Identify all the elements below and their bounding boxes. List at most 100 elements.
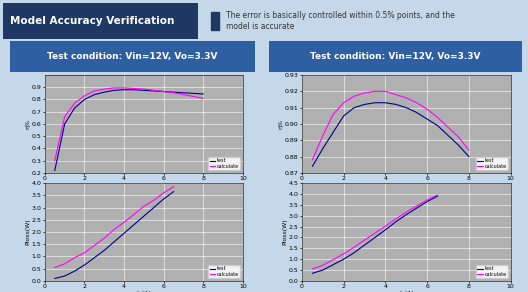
Legend: test, calculate: test, calculate bbox=[208, 265, 240, 279]
test bbox=[361, 103, 367, 106]
calculate bbox=[91, 244, 98, 247]
Text: Test condition: Vin=12V, Vo=3.3V: Test condition: Vin=12V, Vo=3.3V bbox=[47, 52, 218, 61]
test bbox=[52, 277, 58, 280]
calculate bbox=[413, 101, 420, 105]
calculate bbox=[341, 101, 347, 105]
test bbox=[121, 232, 127, 235]
X-axis label: Io: Io bbox=[403, 183, 409, 188]
calculate bbox=[91, 89, 98, 93]
test bbox=[466, 155, 472, 158]
test bbox=[445, 134, 451, 137]
test bbox=[101, 91, 108, 94]
test bbox=[403, 213, 409, 216]
test bbox=[455, 143, 461, 147]
test bbox=[382, 228, 389, 232]
calculate bbox=[61, 262, 68, 265]
test bbox=[171, 91, 177, 94]
test bbox=[111, 88, 117, 92]
calculate bbox=[466, 148, 472, 152]
calculate bbox=[319, 263, 326, 267]
calculate bbox=[309, 158, 316, 161]
calculate bbox=[382, 224, 389, 228]
calculate bbox=[382, 90, 389, 93]
Bar bbox=[211, 12, 219, 30]
calculate bbox=[71, 256, 78, 259]
calculate bbox=[403, 96, 409, 100]
Text: Test condition: Vin=12V, Vo=3.3V: Test condition: Vin=12V, Vo=3.3V bbox=[310, 52, 480, 61]
Y-axis label: η%: η% bbox=[278, 119, 284, 129]
test bbox=[71, 269, 78, 273]
test bbox=[61, 122, 68, 126]
test bbox=[141, 88, 147, 92]
calculate bbox=[121, 86, 127, 90]
calculate bbox=[101, 236, 108, 240]
test bbox=[309, 272, 316, 275]
test bbox=[111, 240, 117, 244]
calculate bbox=[393, 93, 399, 96]
X-axis label: Io(A): Io(A) bbox=[399, 291, 413, 292]
calculate bbox=[372, 90, 378, 93]
test bbox=[424, 117, 430, 121]
calculate bbox=[161, 90, 167, 93]
test bbox=[413, 111, 420, 114]
test bbox=[161, 197, 167, 201]
Legend: test, calculate: test, calculate bbox=[476, 265, 508, 279]
calculate bbox=[413, 204, 420, 208]
test bbox=[435, 194, 441, 198]
calculate bbox=[435, 193, 441, 197]
Y-axis label: Ploss(W): Ploss(W) bbox=[282, 219, 287, 245]
test bbox=[200, 92, 206, 96]
Line: test: test bbox=[55, 192, 174, 279]
test bbox=[141, 214, 147, 218]
Line: test: test bbox=[313, 103, 469, 166]
calculate bbox=[403, 210, 409, 214]
test bbox=[171, 190, 177, 193]
calculate bbox=[361, 91, 367, 95]
calculate bbox=[141, 87, 147, 91]
test bbox=[330, 130, 336, 134]
test bbox=[393, 103, 399, 106]
calculate bbox=[171, 91, 177, 95]
calculate bbox=[101, 87, 108, 91]
Line: calculate: calculate bbox=[313, 91, 469, 160]
test bbox=[393, 220, 399, 224]
test bbox=[150, 206, 157, 209]
test bbox=[341, 114, 347, 118]
test bbox=[131, 223, 137, 226]
calculate bbox=[424, 107, 430, 111]
X-axis label: Io(A): Io(A) bbox=[137, 183, 151, 188]
test bbox=[382, 101, 389, 105]
calculate bbox=[161, 191, 167, 195]
calculate bbox=[181, 93, 187, 96]
calculate bbox=[330, 258, 336, 261]
test bbox=[372, 101, 378, 105]
test bbox=[372, 236, 378, 239]
test bbox=[150, 89, 157, 93]
test bbox=[121, 88, 127, 91]
calculate bbox=[393, 217, 399, 221]
Line: test: test bbox=[313, 196, 438, 273]
calculate bbox=[455, 135, 461, 139]
test bbox=[403, 106, 409, 110]
calculate bbox=[190, 95, 196, 98]
Line: test: test bbox=[55, 90, 203, 171]
X-axis label: Io(A): Io(A) bbox=[137, 291, 151, 292]
test bbox=[351, 106, 357, 110]
Y-axis label: Ploss(W): Ploss(W) bbox=[25, 219, 30, 245]
calculate bbox=[445, 126, 451, 129]
test bbox=[361, 243, 367, 247]
calculate bbox=[71, 101, 78, 105]
Line: calculate: calculate bbox=[55, 88, 203, 161]
Line: calculate: calculate bbox=[55, 187, 174, 267]
test bbox=[71, 106, 78, 110]
calculate bbox=[111, 86, 117, 90]
Legend: test, calculate: test, calculate bbox=[208, 157, 240, 171]
test bbox=[91, 93, 98, 96]
Legend: test, calculate: test, calculate bbox=[476, 157, 508, 171]
calculate bbox=[150, 88, 157, 92]
calculate bbox=[52, 266, 58, 269]
test bbox=[81, 98, 88, 101]
Y-axis label: η%: η% bbox=[25, 119, 30, 129]
calculate bbox=[424, 198, 430, 202]
calculate bbox=[61, 115, 68, 118]
